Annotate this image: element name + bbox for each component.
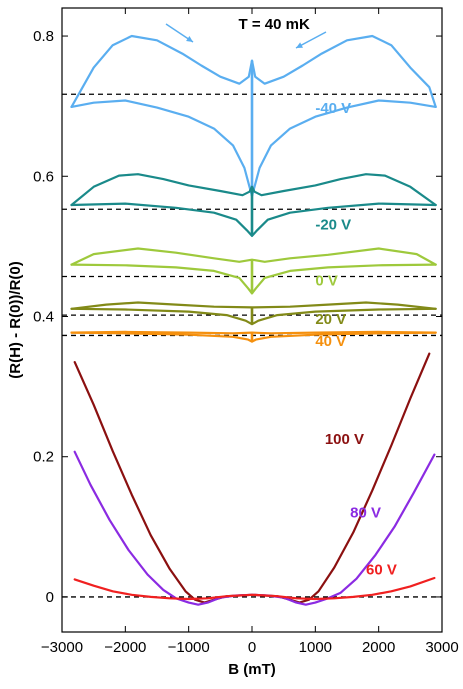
series-label: 20 V [315, 311, 346, 328]
arrow-head-icon [186, 35, 193, 42]
series-curve-upper [73, 576, 436, 601]
x-axis-label: B (mT) [228, 661, 276, 678]
series-curve-lower [70, 202, 437, 237]
series-curve-upper [70, 301, 437, 310]
y-tick-labels: 0 0.2 0.4 0.6 0.8 [33, 28, 54, 606]
x-tick-label: 3000 [425, 639, 458, 656]
series-curve-lower [70, 307, 437, 326]
x-tick-label: −1000 [168, 639, 210, 656]
series-curve-lower [70, 99, 437, 197]
series-label: 80 V [350, 505, 381, 522]
series-curve-lower [70, 263, 437, 295]
series-curve-upper [70, 34, 437, 108]
y-tick-label: 0.8 [33, 28, 54, 45]
x-tick-label: −2000 [104, 639, 146, 656]
sweep-direction-arrows [165, 23, 327, 49]
series-label: -40 V [315, 100, 351, 117]
plot-curves [70, 34, 437, 606]
y-tick-label: 0.4 [33, 308, 54, 325]
y-tick-label: 0 [46, 589, 54, 606]
series-label: 100 V [325, 431, 364, 448]
series-label: -20 V [315, 217, 351, 234]
temperature-annotation: T = 40 mK [239, 16, 310, 33]
x-tick-label: 1000 [299, 639, 332, 656]
x-tick-label: −3000 [41, 639, 83, 656]
x-tick-label: 0 [248, 639, 256, 656]
axis-ticks [61, 8, 443, 632]
series-label: 60 V [366, 562, 397, 579]
series-curve-upper [70, 173, 437, 207]
series-label: 0 V [315, 273, 338, 290]
x-tick-label: 2000 [362, 639, 395, 656]
y-tick-label: 0.6 [33, 168, 54, 185]
series-label: 40 V [315, 333, 346, 350]
series-labels: -40 V -20 V 0 V 20 V 40 V 100 V 80 V 60 … [315, 100, 397, 578]
series-curve-upper [73, 450, 436, 606]
x-tick-labels: −3000 −2000 −1000 0 1000 2000 3000 [41, 639, 459, 656]
y-axis-label: (R(H) - R(0))/R(0) [7, 261, 24, 378]
series-curve-upper [70, 330, 437, 335]
series-curve-lower [70, 331, 437, 343]
series-curve-upper [70, 247, 437, 266]
y-tick-label: 0.2 [33, 449, 54, 466]
arrow-head-icon [296, 42, 303, 48]
